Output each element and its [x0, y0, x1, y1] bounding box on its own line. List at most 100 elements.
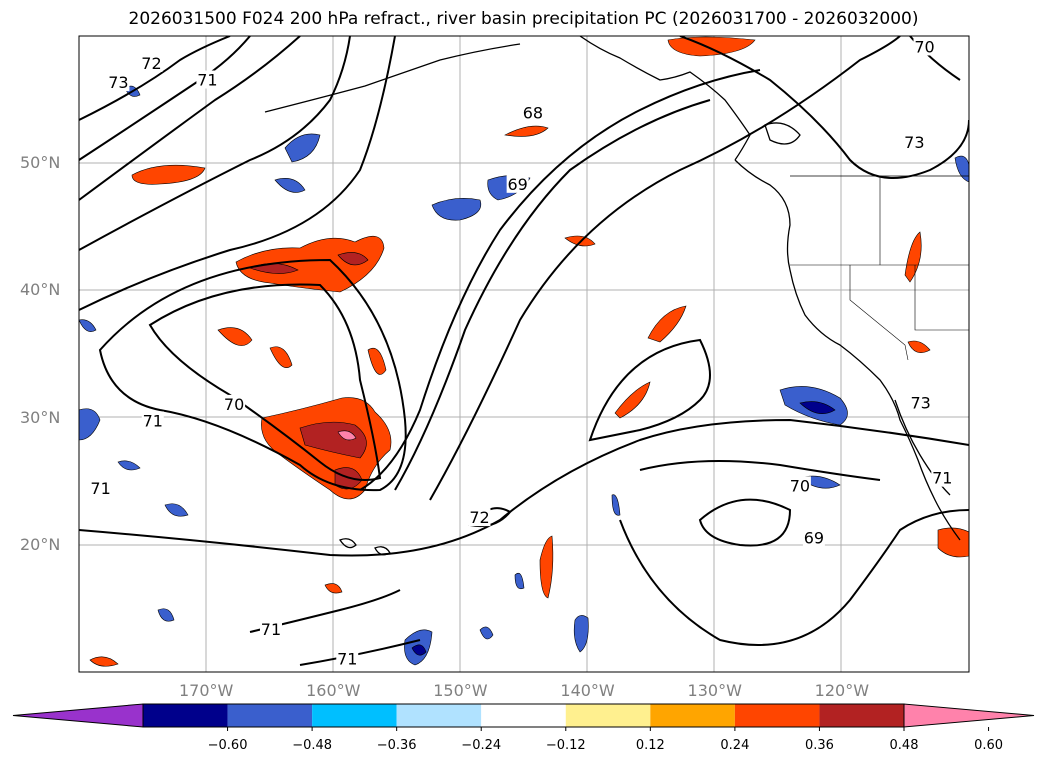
contour-71-loop [98, 258, 407, 492]
contour-69 [359, 69, 761, 491]
contour-label-bg [506, 174, 529, 193]
contour-label: 71 [197, 71, 217, 90]
contour-label-bg [196, 70, 219, 89]
lon-label: 160°W [306, 681, 361, 700]
shade-blob [337, 252, 369, 266]
contour-labels: 72 73 71 68 69 70 73 70 71 71 72 70 69 73 71 71 71 [89, 37, 954, 668]
contour-label-bg [913, 37, 936, 56]
contour-69-loop [698, 498, 792, 547]
shade-blob [907, 340, 931, 353]
contour-71-west [79, 36, 231, 121]
lon-label: 140°W [560, 681, 615, 700]
contour-label: 68 [523, 104, 543, 123]
colorbar-segment [312, 704, 397, 727]
colorbar-segment [650, 704, 735, 727]
colorbar-segment [734, 704, 820, 727]
contour-label-bg [107, 73, 130, 92]
contour-label: 71 [90, 479, 110, 498]
contour-label: 72 [469, 508, 489, 527]
contour-70-east [429, 36, 901, 501]
contour-label-bg [140, 53, 163, 72]
contour-label: 71 [337, 649, 357, 668]
shade-blob [269, 346, 293, 368]
shade-blob [614, 381, 651, 419]
shade-blob [937, 527, 969, 558]
refractivity-contours [79, 36, 969, 666]
hawaii [339, 538, 357, 549]
contour-label-bg [259, 620, 282, 639]
contour-label: 71 [143, 411, 163, 430]
shade-blob [79, 319, 97, 332]
contour-label: 69 [507, 175, 527, 194]
shade-blob [117, 460, 141, 471]
contour-73-west [79, 36, 301, 201]
contour-label: 71 [261, 620, 281, 639]
contour-72-nw [79, 36, 351, 251]
lat-label: 20°N [20, 534, 61, 554]
lat-label: 40°N [20, 280, 61, 300]
contour-label: 72 [141, 54, 161, 73]
contour-label: 73 [108, 73, 128, 92]
shade-blob [367, 347, 387, 375]
contour-label: 70 [790, 476, 810, 495]
aleutians [264, 43, 521, 113]
colorbar-extend-min [12, 703, 144, 728]
contour-label-bg [89, 478, 112, 497]
contour-label-bg [903, 132, 926, 151]
map-frame [78, 35, 970, 673]
contour-label-bg [141, 411, 164, 430]
shade-blob [324, 583, 343, 594]
contour-72-west [79, 36, 251, 161]
colorbar-tick-label: −0.36 [376, 738, 417, 753]
contour-71-southeast [619, 509, 969, 646]
contour-label-bg [521, 103, 544, 122]
colorbar-tick-label: −0.48 [292, 738, 333, 753]
shade-blob [337, 430, 357, 441]
colorbar-segment [396, 704, 482, 727]
contour-label-bg [788, 476, 811, 495]
contour-label-bg [468, 508, 491, 527]
contour-71-mid [79, 36, 396, 311]
shade-blob [131, 164, 206, 185]
shade-blob [904, 231, 922, 283]
shade-blob [539, 535, 554, 599]
contour-label-bg [931, 468, 954, 487]
gridlines [79, 36, 969, 672]
shade-blob [573, 615, 589, 653]
contour-label: 70 [914, 37, 934, 56]
colorbar-segment [481, 704, 566, 727]
state-borders [790, 176, 969, 361]
shade-blob [479, 626, 494, 640]
shade-blob [954, 155, 969, 183]
colorbar-segment [143, 704, 228, 727]
contour-70-loop-east [588, 338, 711, 442]
colorbar-tick-label: −0.60 [207, 738, 248, 753]
contour-label-bg [223, 394, 246, 413]
colorbar-tick-label: −0.12 [545, 738, 586, 753]
shade-blob [799, 401, 836, 415]
shade-blob [667, 36, 756, 57]
shade-blob [647, 305, 687, 343]
shade-blob [299, 421, 367, 459]
shade-blob [89, 656, 119, 667]
colorbar-tick-label: 0.12 [635, 738, 665, 753]
lat-label: 50°N [20, 153, 61, 173]
shade-blob [611, 494, 621, 516]
lon-label: 150°W [433, 681, 488, 700]
lon-label: 130°W [687, 681, 742, 700]
contour-label: 70 [224, 395, 244, 414]
colorbar [12, 703, 1035, 731]
colorbar-segment [227, 704, 313, 727]
contour-label-bg [336, 649, 359, 668]
contour-label: 69 [804, 528, 824, 547]
contour-71-sw2 [299, 639, 421, 666]
colorbar-tick-label: 0.48 [889, 738, 919, 753]
contour-71-east [79, 418, 969, 557]
shade-blob [217, 327, 253, 346]
colorbar-segment [819, 704, 904, 727]
contour-label: 73 [904, 133, 924, 152]
north-america-coast [734, 159, 961, 541]
contour-70-south [639, 460, 881, 481]
vancouver-island [764, 122, 801, 145]
